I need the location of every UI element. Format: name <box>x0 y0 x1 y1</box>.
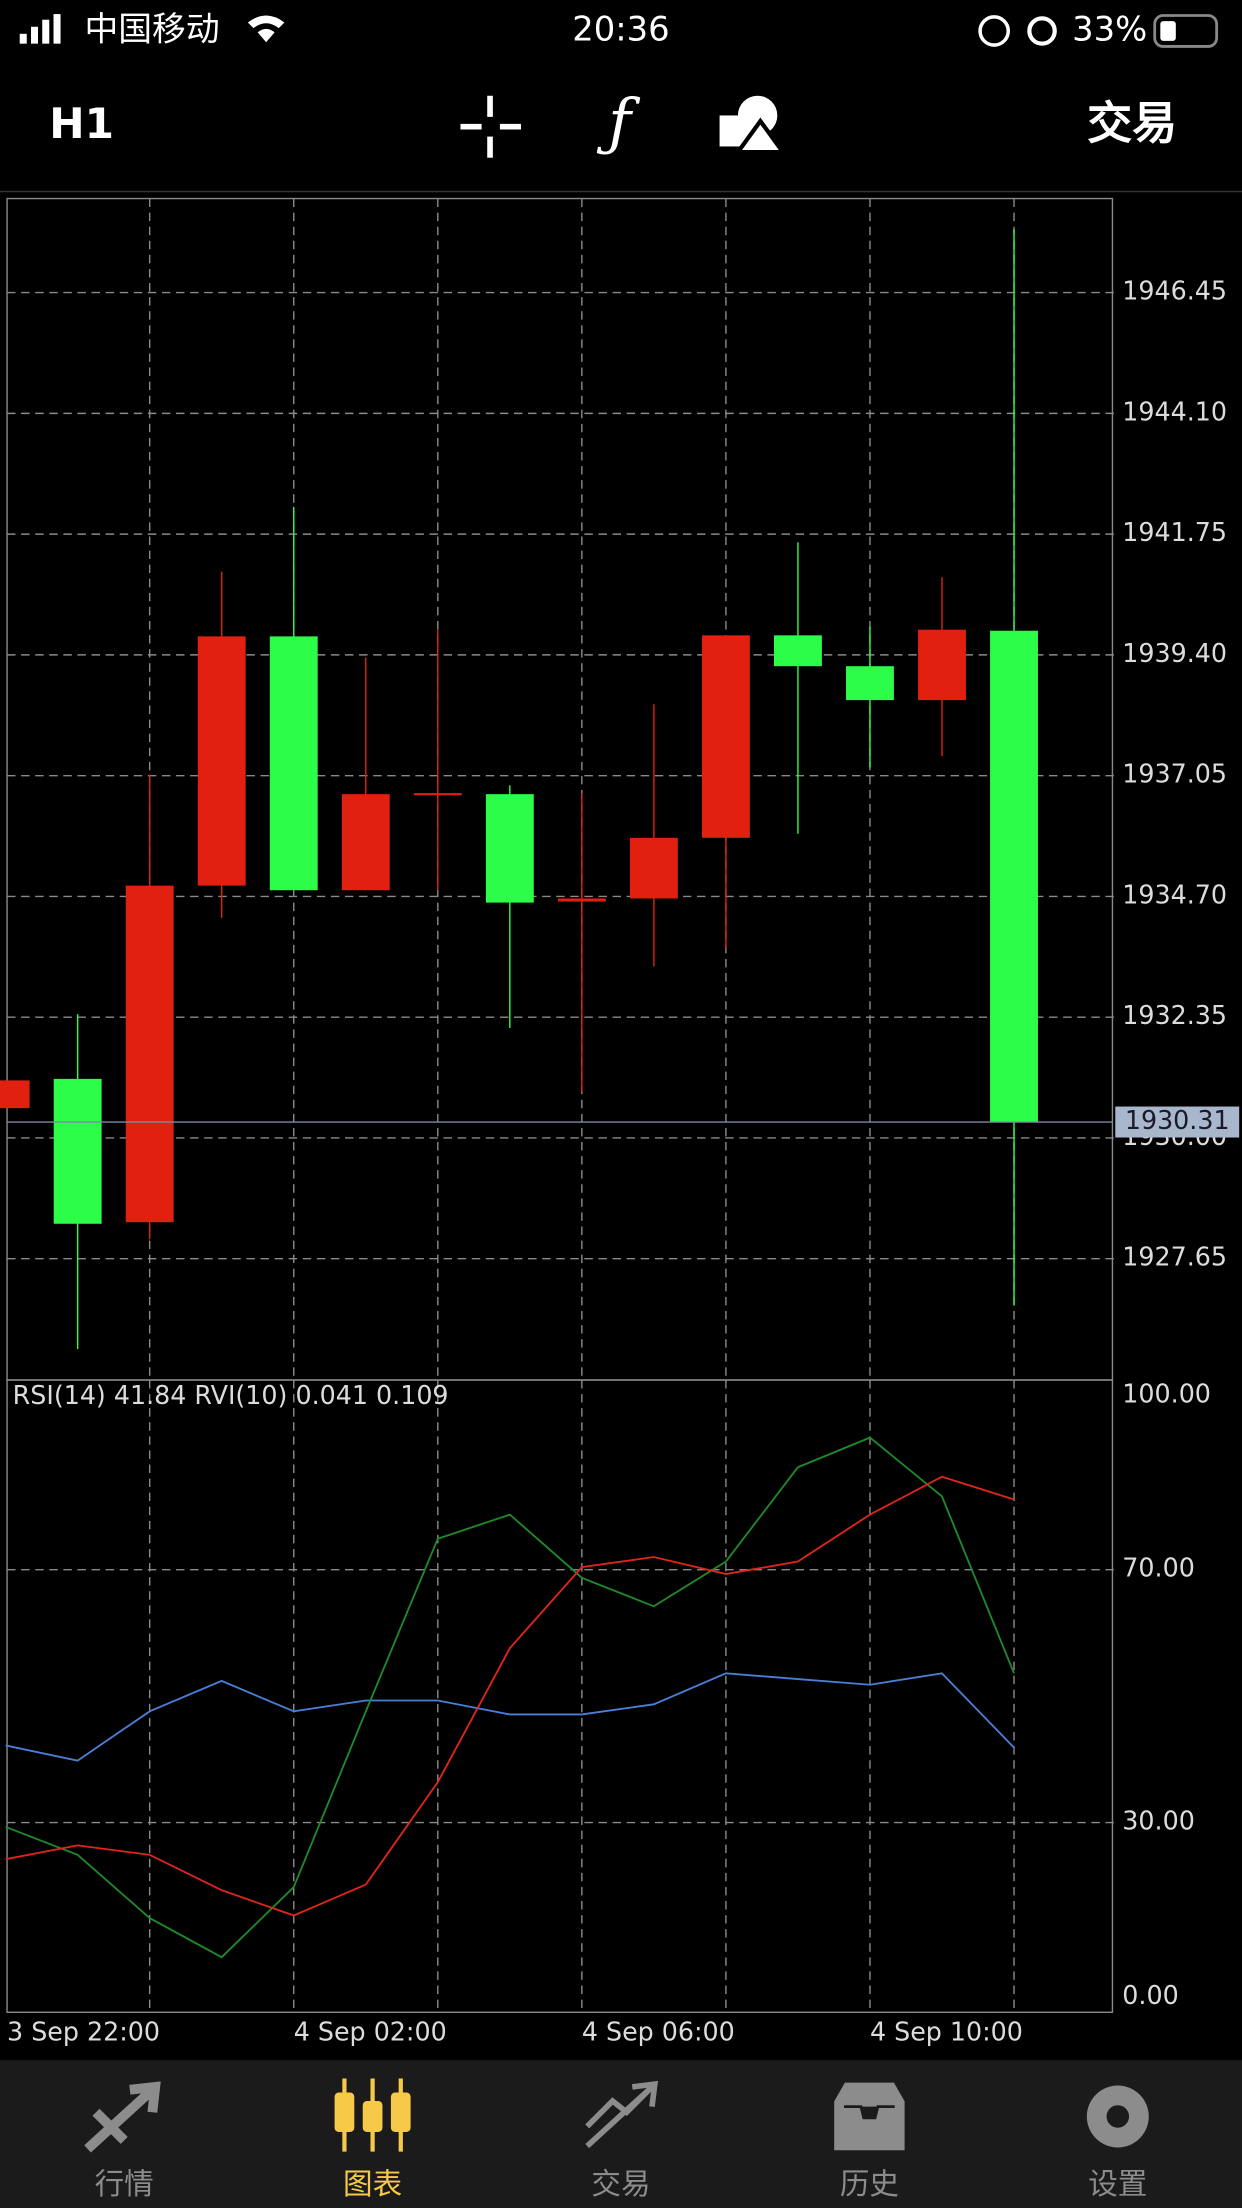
tab-label: 行情 <box>95 2167 154 2201</box>
tab-icon <box>390 2092 411 2132</box>
tab-label: 历史 <box>840 2167 899 2201</box>
chart-area: 1946.45 1944.10 1941.75 1939.40 1937.05 1934.… <box>0 197 1240 2046</box>
y-tick-label: 100.00 <box>1122 1378 1211 1408</box>
tab-icon <box>362 2100 383 2132</box>
tab-icon <box>1106 2105 1130 2128</box>
tab-icon <box>585 2080 659 2149</box>
tab-label: 交易 <box>591 2167 650 2201</box>
crosshair-button[interactable] <box>460 95 522 158</box>
wifi-icon <box>247 15 285 43</box>
candle-body <box>53 1078 102 1224</box>
tab-label: 设置 <box>1088 2167 1147 2201</box>
signal-bar <box>42 19 50 44</box>
x-tick-label: 4 Sep 02:00 <box>294 2016 447 2046</box>
indicator-line <box>5 1475 1015 1917</box>
tab[interactable]: 交易 <box>585 2080 659 2201</box>
x-tick-label: 4 Sep 06:00 <box>582 2016 735 2046</box>
candle-body <box>918 629 966 701</box>
current-price-box <box>1115 1106 1240 1138</box>
y-tick-label: 1927.65 <box>1122 1242 1227 1272</box>
pane-frame <box>6 1379 1114 2013</box>
y-tick-label: 1939.40 <box>1122 638 1227 668</box>
indicator-title: RSI(14) 41.84 RVI(10) 0.041 0.109 <box>13 1380 449 1410</box>
y-tick-label: 1937.05 <box>1122 759 1227 789</box>
tab-icon <box>334 2092 355 2132</box>
candle-body <box>0 1080 30 1109</box>
candle-body <box>413 793 462 796</box>
battery-text: 33% <box>1072 9 1147 48</box>
y-tick-label: 1934.70 <box>1122 879 1227 909</box>
candle-body <box>846 666 894 701</box>
trade-button[interactable]: 交易 <box>1087 97 1177 150</box>
timeframe-button[interactable]: H1 <box>49 99 114 148</box>
tab-list: 行情 图表 交易 历史 设置 <box>84 2078 1149 2201</box>
current-price-label: 1930.31 <box>1125 1105 1230 1135</box>
signal-bar <box>30 26 39 44</box>
candle-body <box>485 794 534 903</box>
tab-bar <box>0 2060 1242 2208</box>
tab-label: 图表 <box>343 2167 402 2201</box>
y-tick-label: 1932.35 <box>1122 1000 1227 1030</box>
signal-bar <box>53 14 61 44</box>
carrier: 中国移动 <box>84 9 219 48</box>
candle-body <box>197 636 246 886</box>
y-tick-label: 70.00 <box>1122 1553 1195 1583</box>
battery-level <box>1160 21 1176 41</box>
lock-icon <box>978 15 1011 47</box>
candle-body <box>701 635 750 838</box>
y-tick-label: 1944.10 <box>1122 396 1227 426</box>
tab[interactable]: 行情 <box>84 2081 161 2201</box>
x-tick-label: 4 Sep 10:00 <box>870 2016 1023 2046</box>
status-bar: 中国移动 20:36 33% <box>19 9 1219 48</box>
candle-body <box>341 794 390 891</box>
indicator-line <box>5 1436 1015 1959</box>
signal-bar <box>19 33 27 44</box>
tab[interactable]: 设置 <box>1086 2085 1149 2201</box>
battery-icon <box>1153 14 1219 48</box>
indicator-line <box>5 1672 1015 1762</box>
y-tick-label: 30.00 <box>1122 1806 1195 1836</box>
x-tick-label: 3 Sep 22:00 <box>7 2016 160 2046</box>
tab-icon <box>84 2081 161 2153</box>
objects-button[interactable] <box>719 95 788 155</box>
y-tick-label: 1941.75 <box>1122 517 1227 547</box>
candle-body <box>990 630 1038 1123</box>
candle-body <box>773 635 822 667</box>
candle-body <box>125 885 174 1223</box>
tab-icon <box>831 2079 908 2154</box>
alarm-icon <box>1027 16 1057 46</box>
clock: 20:36 <box>572 9 669 48</box>
y-tick-label: 0.00 <box>1122 1980 1178 2010</box>
candle-body <box>557 898 606 902</box>
candle-body <box>629 837 678 899</box>
tab[interactable]: 历史 <box>831 2079 908 2201</box>
tab[interactable]: 图表 <box>334 2078 411 2201</box>
candle-body <box>269 636 318 891</box>
y-tick-label: 1946.45 <box>1122 276 1227 306</box>
